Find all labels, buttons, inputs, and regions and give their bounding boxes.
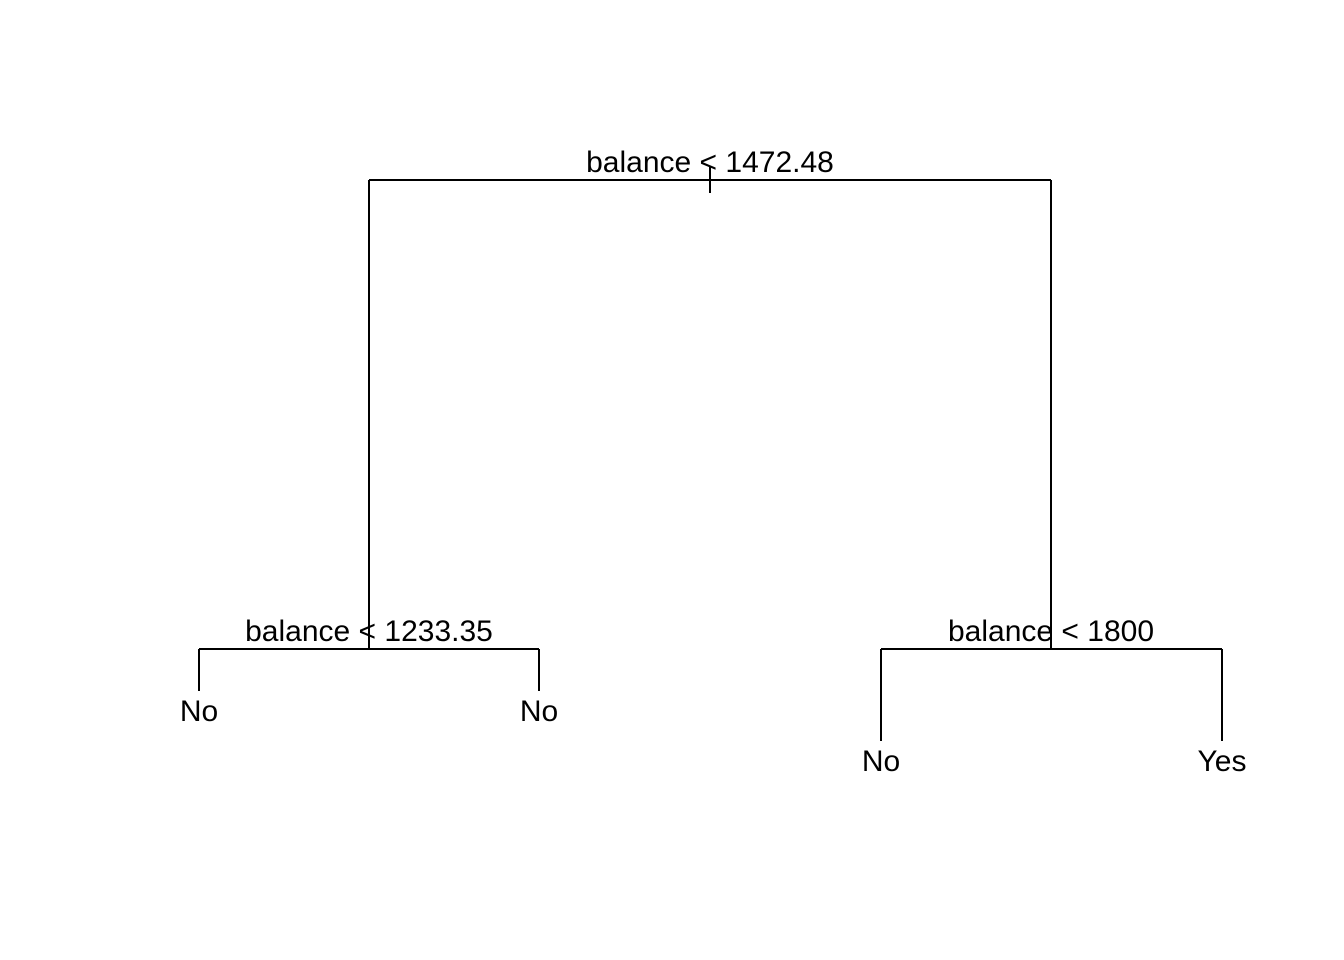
right-split-label: balance < 1800 [948,615,1154,648]
leaf-left-right: No [520,695,558,728]
leaf-right-right: Yes [1198,745,1247,778]
leaf-left-left: No [180,695,218,728]
root-split-label: balance < 1472.48 [586,146,834,179]
left-split-label: balance < 1233.35 [245,615,493,648]
leaf-right-left: No [862,745,900,778]
